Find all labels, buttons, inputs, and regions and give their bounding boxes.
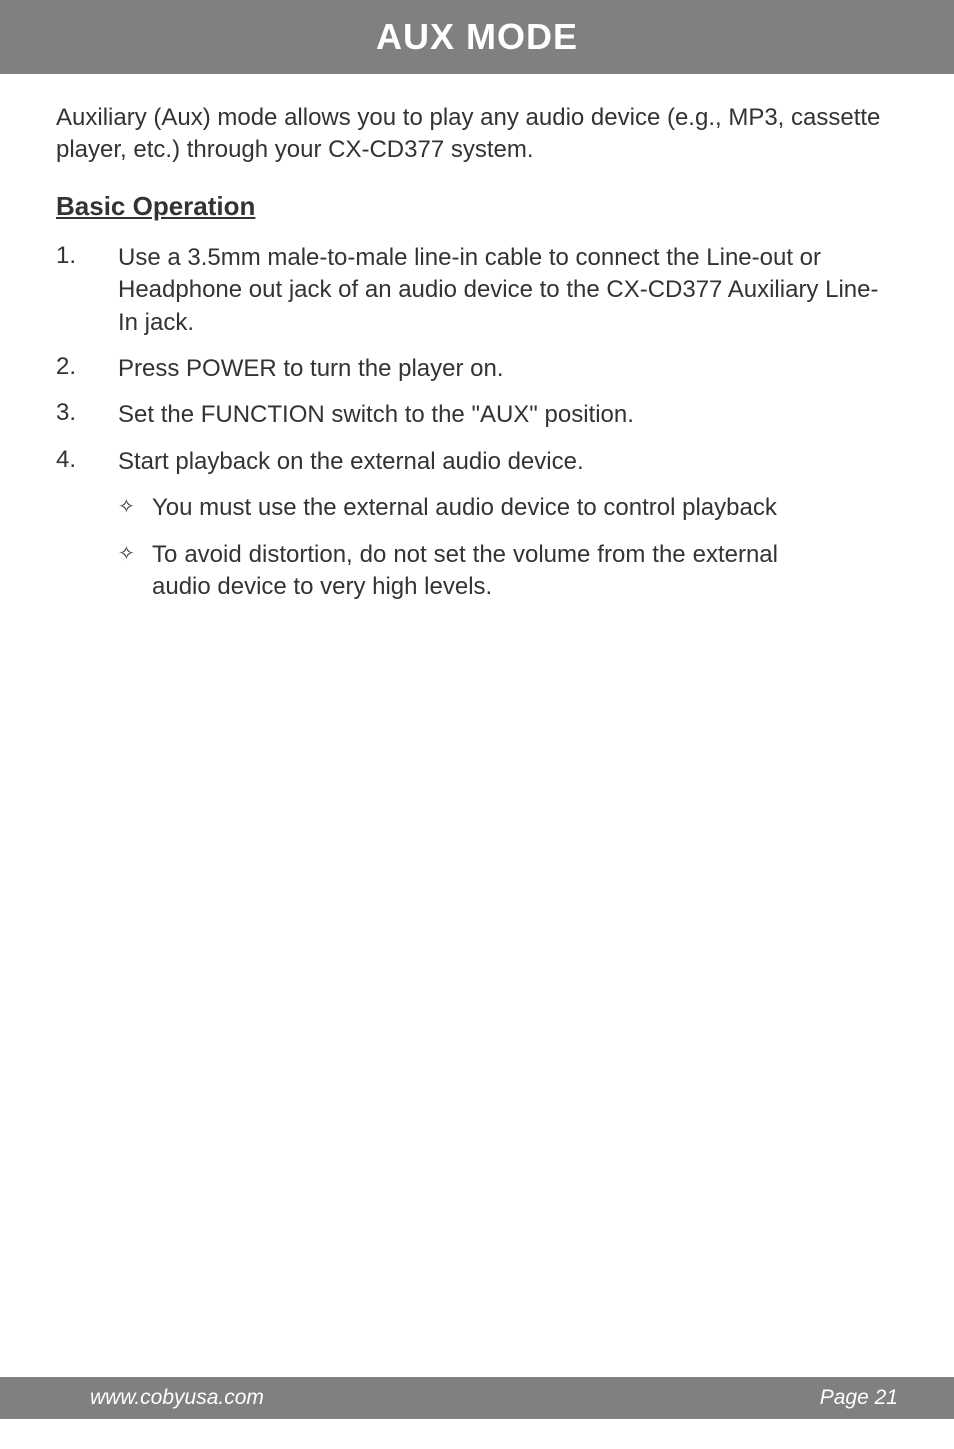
footer-bar: www.cobyusa.com Page 21 <box>0 1377 954 1419</box>
footer-url: www.cobyusa.com <box>90 1386 264 1410</box>
page-title: AUX MODE <box>376 16 578 58</box>
list-item: 2. Press POWER to turn the player on. <box>56 353 898 385</box>
diamond-icon: ✧ <box>118 492 152 524</box>
list-item: 4. Start playback on the external audio … <box>56 446 898 618</box>
step-body: Start playback on the external audio dev… <box>118 446 898 618</box>
sub-text: To avoid distortion, do not set the volu… <box>152 539 778 604</box>
list-item: 3. Set the FUNCTION switch to the "AUX" … <box>56 399 898 431</box>
step-number: 2. <box>56 353 118 385</box>
step-text: Start playback on the external audio dev… <box>118 448 584 475</box>
sub-text: You must use the external audio device t… <box>152 492 778 524</box>
header-bar: AUX MODE <box>0 0 954 74</box>
sub-item: ✧ To avoid distortion, do not set the vo… <box>118 539 898 604</box>
sub-list: ✧ You must use the external audio device… <box>118 492 898 603</box>
step-number: 1. <box>56 242 118 339</box>
footer-page: Page 21 <box>820 1386 898 1410</box>
steps-list: 1. Use a 3.5mm male-to-male line-in cabl… <box>56 242 898 618</box>
content-area: Auxiliary (Aux) mode allows you to play … <box>0 74 954 617</box>
intro-text: Auxiliary (Aux) mode allows you to play … <box>56 102 898 167</box>
step-number: 4. <box>56 446 118 618</box>
section-title: Basic Operation <box>56 191 898 222</box>
step-text: Set the FUNCTION switch to the "AUX" pos… <box>118 399 898 431</box>
diamond-icon: ✧ <box>118 539 152 604</box>
step-number: 3. <box>56 399 118 431</box>
sub-item: ✧ You must use the external audio device… <box>118 492 898 524</box>
step-text: Use a 3.5mm male-to-male line-in cable t… <box>118 242 898 339</box>
step-text: Press POWER to turn the player on. <box>118 353 898 385</box>
list-item: 1. Use a 3.5mm male-to-male line-in cabl… <box>56 242 898 339</box>
